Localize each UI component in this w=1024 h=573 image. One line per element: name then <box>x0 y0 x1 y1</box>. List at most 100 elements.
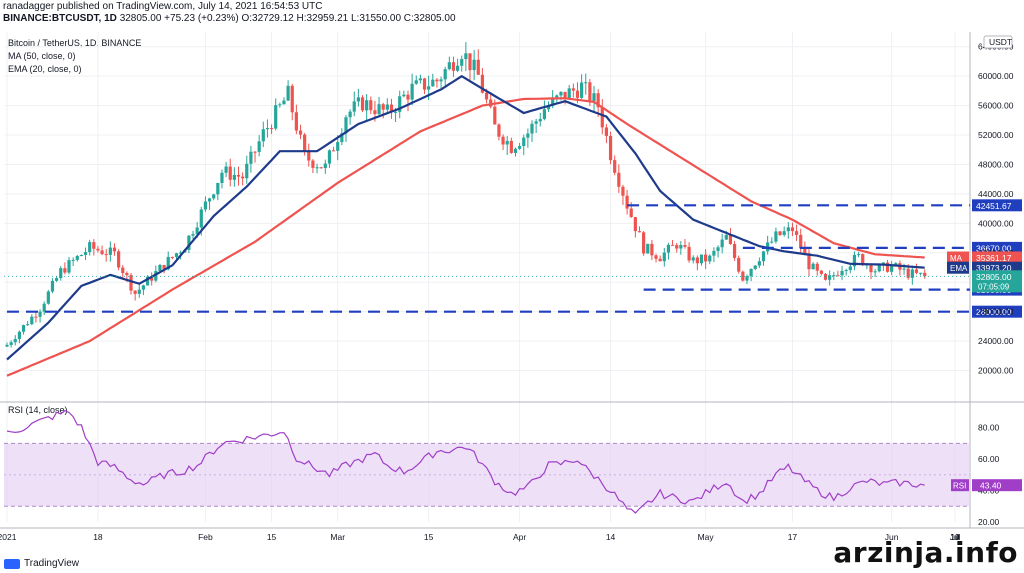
candle-body <box>377 104 381 115</box>
candle-body <box>9 342 13 345</box>
candle-body <box>104 254 108 256</box>
candle-body <box>559 91 563 96</box>
tradingview-logo[interactable]: TradingView <box>4 558 79 569</box>
candle-body <box>538 119 542 122</box>
tradingview-logo-icon <box>4 558 20 569</box>
time-tick-label: 19 <box>950 532 960 542</box>
candle-body <box>803 248 807 254</box>
candle-body <box>191 234 195 236</box>
candle-body <box>443 69 447 80</box>
candle-body <box>493 106 497 125</box>
candle-body <box>141 285 146 290</box>
candle-body <box>489 99 493 107</box>
ema-tag-name-box <box>947 261 969 274</box>
time-tick-label: Jun <box>885 532 899 542</box>
price-tick-label: 56000.00 <box>978 101 1014 111</box>
candle-body <box>398 96 402 112</box>
candle-body <box>83 252 88 255</box>
candle-body <box>794 231 799 235</box>
candle-body <box>336 142 340 151</box>
candle-body <box>518 146 522 149</box>
candle-body <box>117 251 121 268</box>
candle-body <box>451 62 456 71</box>
candle-body <box>34 316 38 318</box>
candle-body <box>923 272 927 277</box>
candle-body <box>274 105 278 129</box>
candle-body <box>513 148 518 153</box>
time-tick-label: 14 <box>606 532 616 542</box>
candle-body <box>546 105 551 110</box>
candle-body <box>327 150 332 164</box>
candle-body <box>848 266 852 271</box>
candle-body <box>269 128 274 130</box>
candle-body <box>121 267 125 274</box>
bar-countdown: 07:05:09 <box>978 282 1010 291</box>
candle-body <box>393 111 398 113</box>
candle-body <box>100 250 104 255</box>
candle-body <box>63 268 67 273</box>
candle-body <box>836 275 840 277</box>
rsi-tick-label: 60.00 <box>978 454 1000 464</box>
ma50-line <box>6 97 925 377</box>
candle-body <box>778 231 782 235</box>
rsi-tick-label: 80.00 <box>978 423 1000 433</box>
candle-body <box>873 271 877 273</box>
candle-body <box>918 272 923 274</box>
last-price-box <box>972 270 1022 293</box>
rsi-value-box <box>972 479 1022 492</box>
candle-body <box>145 276 150 286</box>
candle-body <box>914 269 919 273</box>
time-tick-label: Jul <box>950 532 961 542</box>
candle-body <box>356 97 360 102</box>
candle-body <box>236 174 241 177</box>
last-price-value: 32805.00 <box>976 272 1012 282</box>
candle-body <box>704 254 708 262</box>
candle-body <box>815 263 819 271</box>
candle-body <box>133 290 137 294</box>
candle-body <box>125 273 129 276</box>
candle-body <box>5 344 9 347</box>
ma-legend: MA (50, close, 0) <box>8 51 76 61</box>
candle-body <box>757 261 761 266</box>
candle-body <box>158 264 162 272</box>
candle-body <box>497 124 501 137</box>
symbol-ohlc-line: BINANCE:BTCUSDT, 1D 32805.00 +75.23 (+0.… <box>3 13 456 24</box>
candle-body <box>187 235 191 250</box>
candle-body <box>460 59 464 66</box>
candle-body <box>575 90 580 98</box>
rsi-tick-label: 20.00 <box>978 517 1000 527</box>
candle-body <box>885 262 890 272</box>
currency-box <box>983 35 1013 49</box>
candle-body <box>282 100 286 105</box>
candle-body <box>261 129 265 142</box>
candle-body <box>637 231 642 233</box>
candle-body <box>596 93 600 108</box>
candle-body <box>790 227 795 232</box>
resistance-42451-tag <box>972 199 1022 212</box>
candle-body <box>890 265 894 272</box>
candle-body <box>422 78 427 90</box>
candle-body <box>220 172 224 183</box>
candle-body <box>174 253 179 257</box>
price-tick-label: 20000.00 <box>978 366 1014 376</box>
candle-body <box>534 121 538 124</box>
candle-body <box>807 253 811 270</box>
support-28000-tag <box>972 305 1022 318</box>
candle-body <box>592 93 596 102</box>
candle-body <box>840 270 844 276</box>
candle-body <box>455 65 460 71</box>
time-tick-label: 15 <box>267 532 277 542</box>
candle-body <box>654 255 658 259</box>
candle-body <box>216 182 220 195</box>
currency-label: USDT <box>989 37 1012 47</box>
candle-body <box>642 232 646 254</box>
ma-tag-box <box>972 251 1022 264</box>
candle-body <box>46 291 50 304</box>
candle-body <box>588 82 592 102</box>
candle-body <box>695 257 699 264</box>
candle-body <box>42 303 46 312</box>
symbol-label: BINANCE:BTCUSDT, 1D <box>3 13 117 24</box>
candle-body <box>71 259 75 261</box>
candle-body <box>108 247 112 255</box>
